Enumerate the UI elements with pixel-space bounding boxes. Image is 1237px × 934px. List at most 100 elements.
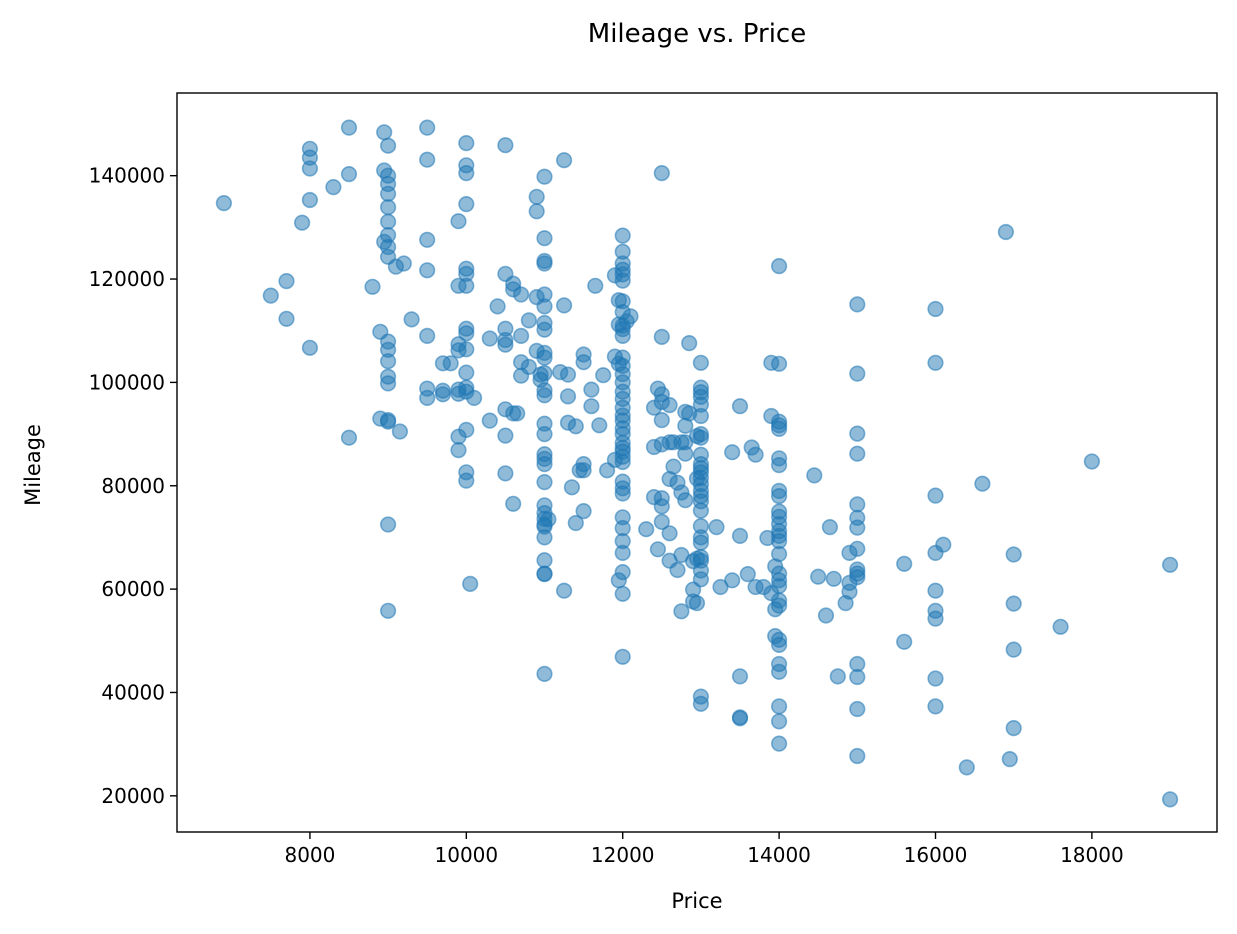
data-point [653, 498, 670, 515]
data-point [536, 349, 553, 366]
data-point [724, 444, 741, 461]
data-point [806, 467, 823, 484]
x-tick-label: 10000 [435, 843, 499, 867]
data-point [731, 710, 749, 727]
data-point [1005, 641, 1022, 658]
data-point [555, 297, 573, 314]
data-point [395, 255, 412, 272]
data-point [927, 487, 944, 504]
data-point [770, 663, 788, 680]
data-point [661, 397, 678, 414]
data-point [649, 541, 667, 558]
x-axis: 8000 10000 12000 14000 16000 18000 [284, 832, 1124, 867]
data-point [692, 571, 710, 588]
data-point [536, 665, 553, 683]
data-point [458, 196, 475, 213]
data-point [403, 311, 420, 328]
data-point [896, 555, 913, 572]
data-point [528, 203, 545, 220]
data-point [450, 213, 467, 230]
data-point [380, 185, 397, 202]
data-point [380, 353, 397, 370]
data-point [849, 296, 866, 313]
data-point [458, 165, 475, 182]
data-point [614, 272, 631, 289]
data-point [849, 747, 866, 765]
data-point [731, 668, 749, 685]
data-point [810, 568, 827, 585]
x-tick-label: 12000 [591, 843, 655, 867]
data-point [380, 602, 397, 619]
data-point [528, 188, 545, 205]
data-point [391, 423, 409, 440]
data-point [536, 426, 553, 443]
data-point [849, 668, 866, 686]
data-point [1005, 719, 1022, 737]
data-point [458, 325, 475, 342]
x-tick-label: 18000 [1060, 843, 1124, 867]
data-point [614, 648, 631, 665]
data-point [770, 488, 788, 505]
data-point [997, 223, 1015, 241]
data-point [653, 513, 670, 531]
data-point [489, 298, 506, 315]
data-point [958, 759, 975, 776]
data-point [739, 565, 756, 583]
data-point [1005, 546, 1022, 563]
data-point [520, 358, 538, 376]
data-point [849, 540, 866, 557]
data-point [614, 585, 631, 602]
data-point [301, 339, 319, 356]
data-point [380, 213, 397, 230]
data-point [677, 492, 694, 509]
data-point [825, 570, 842, 587]
data-point [536, 365, 553, 382]
data-point [821, 518, 839, 536]
data-point [419, 231, 436, 248]
data-point [301, 160, 319, 177]
data-point [509, 405, 526, 422]
data-point [380, 375, 397, 392]
x-tick-label: 8000 [284, 843, 335, 867]
y-tick-label: 80000 [101, 474, 165, 498]
data-point [622, 308, 639, 325]
y-tick-label: 140000 [89, 164, 165, 188]
data-point [563, 479, 581, 496]
data-point [669, 561, 686, 579]
data-point [614, 563, 631, 581]
data-point [340, 429, 358, 446]
data-point [661, 525, 678, 542]
data-point [466, 389, 483, 407]
data-point [536, 321, 553, 338]
data-point [724, 572, 741, 589]
data-point [1161, 556, 1179, 573]
x-axis-label: Price [671, 889, 722, 913]
data-point [462, 575, 479, 593]
data-point [587, 277, 604, 294]
data-point [896, 633, 913, 650]
data-point [747, 446, 764, 463]
data-point [262, 287, 279, 304]
data-point [380, 413, 397, 430]
data-point [520, 312, 538, 329]
data-point [1161, 791, 1179, 808]
data-point [841, 583, 858, 600]
data-point [536, 387, 553, 404]
data-point [770, 713, 788, 730]
data-point [536, 230, 553, 247]
data-point [1083, 453, 1100, 470]
data-point [1005, 595, 1022, 612]
chart-title: Mileage vs. Price [588, 19, 806, 49]
data-point [380, 137, 397, 154]
data-point [681, 335, 698, 352]
data-point [849, 569, 866, 586]
data-point [583, 381, 600, 398]
data-point [927, 610, 944, 627]
data-point [419, 389, 436, 407]
data-point [692, 502, 710, 519]
data-point [638, 521, 655, 538]
data-point [692, 407, 710, 425]
data-point [614, 485, 631, 502]
data-point [849, 519, 866, 536]
data-point [583, 398, 600, 415]
